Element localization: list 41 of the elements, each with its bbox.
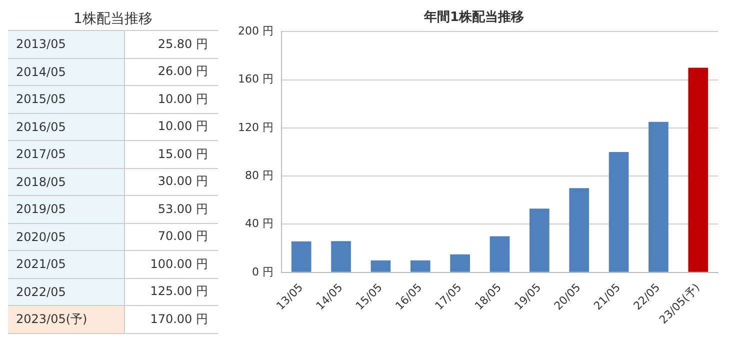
y-tick-label: 40 円 (244, 217, 274, 230)
text: 1株配当推移 (72, 10, 154, 29)
category-label: 2015/05 (8, 86, 124, 113)
bar (688, 68, 708, 272)
text: 26.00 円 (158, 64, 208, 78)
text: 170.00 円 (150, 312, 208, 326)
y-tick-label: 0 円 (252, 265, 274, 278)
y-tick-label: 80 円 (244, 168, 274, 182)
text: 25.80 円 (158, 36, 208, 51)
text: 100.00 円 (150, 256, 208, 271)
chart-title: 年間1株配当推移 (422, 10, 524, 26)
bar (648, 122, 668, 272)
category-label: 2020/05 (8, 223, 124, 250)
category-label: 2017/05 (8, 140, 124, 168)
category-label: 2014/05 (8, 58, 124, 86)
text: 70.00 円 (158, 229, 208, 244)
text: 53.00 円 (158, 202, 208, 216)
category-label: 2019/05 (8, 196, 124, 223)
text: 125.00 円 (150, 284, 208, 298)
bar (450, 254, 470, 272)
category-label: 2018/05 (8, 168, 124, 196)
bar (291, 241, 312, 272)
bar (569, 188, 590, 272)
y-tick-label: 200 円 (238, 24, 274, 38)
bar (410, 260, 430, 272)
category-label: 2023/05(予) (8, 306, 124, 333)
category-label: 2021/05 (8, 250, 124, 278)
text: 10.00 円 (158, 92, 208, 106)
bar (370, 260, 391, 272)
category-label: 2022/05 (8, 278, 124, 306)
text: 10.00 円 (158, 119, 208, 134)
category-label: 2013/05 (8, 30, 124, 58)
bar (530, 208, 550, 272)
y-tick-label: 160 円 (238, 72, 274, 86)
bar (608, 152, 629, 272)
text: 15.00 円 (158, 146, 208, 161)
bar (490, 236, 510, 272)
text: 30.00 円 (158, 174, 208, 188)
category-label: 2016/05 (8, 113, 124, 140)
y-tick-label: 120 円 (238, 120, 274, 134)
bar (331, 241, 351, 272)
